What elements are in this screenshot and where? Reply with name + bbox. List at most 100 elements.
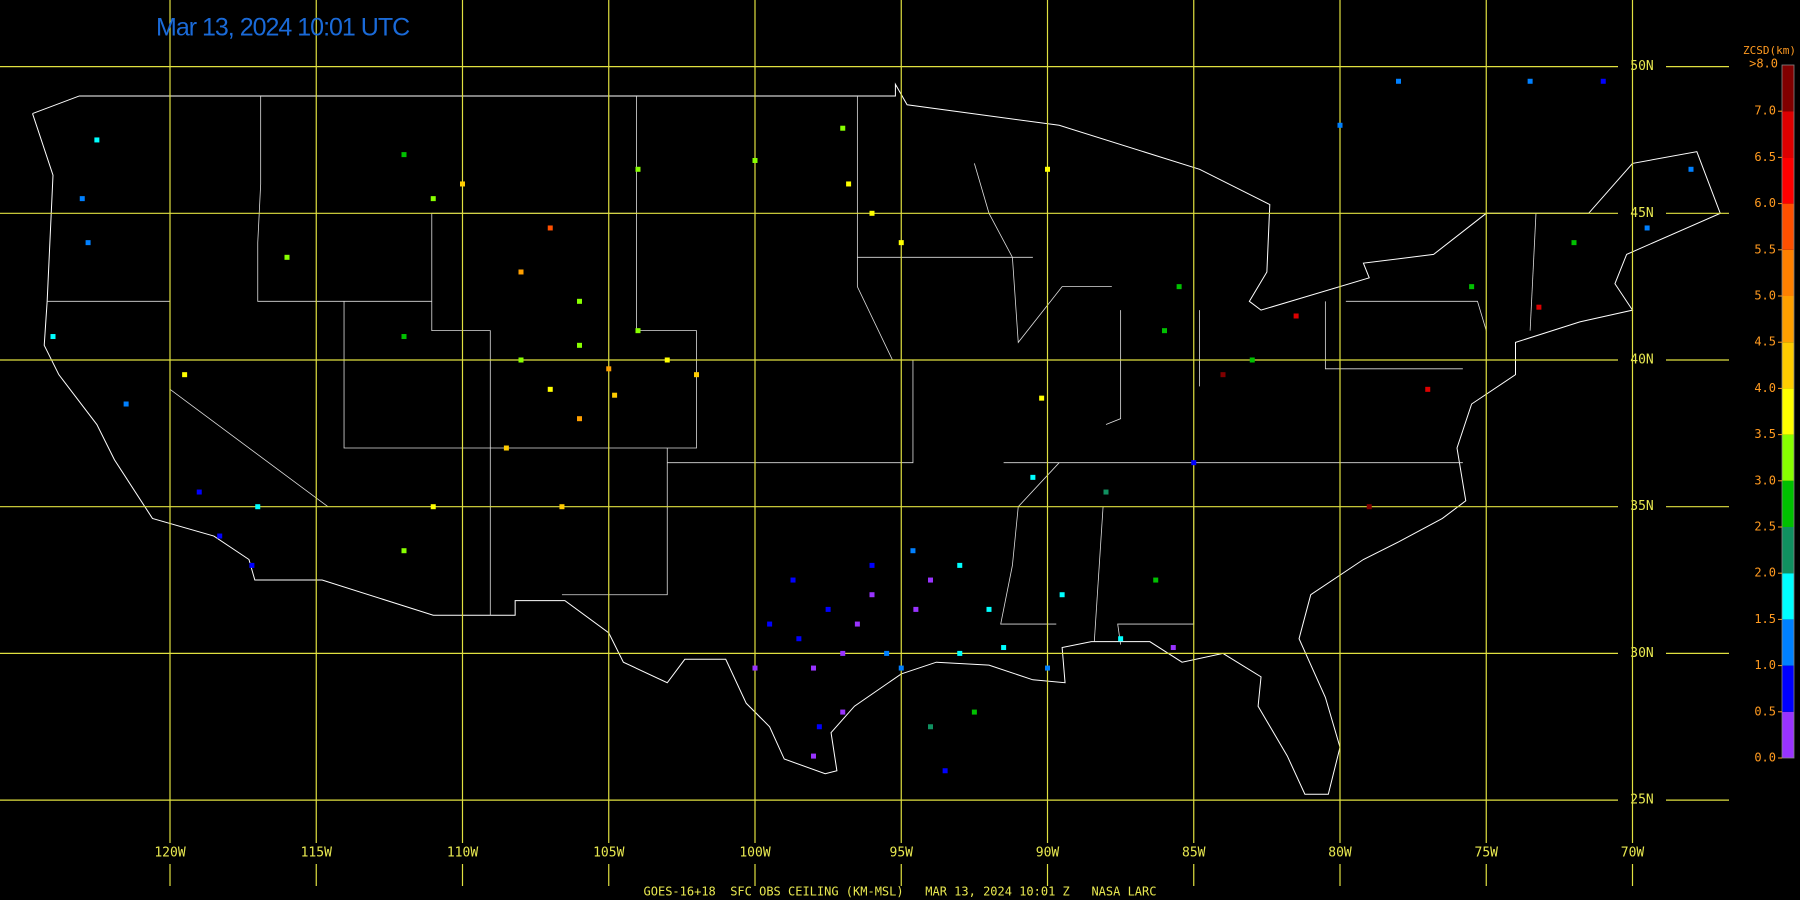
legend-tick-label: 3.0 (1754, 473, 1776, 487)
station-observation (255, 504, 261, 510)
station-observation (942, 768, 948, 774)
state-border (973, 163, 1112, 344)
legend-tick-label: 1.0 (1754, 658, 1776, 672)
color-band (1782, 157, 1794, 204)
legend: 0.0 0.5 1.0 1.5 2.0 2.5 3.0 3.5 4.0 4.5 5.0 5.5 6.0 6… (1743, 44, 1796, 765)
station-observation (1162, 328, 1167, 334)
station-observation (123, 401, 129, 407)
station-observation (796, 636, 802, 642)
longitude-label: 100W (739, 846, 770, 861)
station-observation (825, 606, 831, 612)
longitude-label: 75W (1475, 846, 1499, 861)
station-observation (1170, 645, 1176, 651)
color-band (1782, 480, 1794, 527)
longitude-label: 85W (1182, 846, 1206, 861)
station-observation (928, 724, 933, 730)
station-observation (79, 196, 85, 202)
station-observation (182, 372, 188, 378)
station-observation (1688, 166, 1694, 172)
station-observation (196, 489, 202, 495)
legend-title: ZCSD(km) (1743, 44, 1796, 57)
station-observation (752, 665, 758, 671)
station-observation (1118, 636, 1124, 642)
longitude-label: 105W (593, 846, 624, 861)
station-observation (1030, 474, 1036, 480)
graticule: 50N 45N 40N 35N 30N 25N 120W 115W 110W 105W 100W 95… (0, 0, 1729, 886)
station-observation (577, 416, 582, 422)
color-band (1782, 203, 1794, 250)
legend-tick-label: 6.0 (1754, 196, 1776, 210)
station-observation (1425, 386, 1431, 392)
state-border (47, 300, 329, 508)
legend-top-label: >8.0 (1749, 57, 1778, 71)
station-observation (664, 357, 670, 363)
station-observation (547, 386, 553, 392)
us-outline (32, 82, 1721, 795)
station-observation (1249, 357, 1255, 363)
station-observation (94, 137, 100, 143)
station-observation (606, 366, 612, 372)
station-observation (1176, 284, 1182, 290)
latitude-label: 45N (1630, 206, 1653, 221)
station-observation (1644, 225, 1650, 231)
station-observation (957, 650, 963, 656)
station-observation (401, 152, 407, 158)
state-border (431, 95, 697, 449)
color-band (1782, 111, 1794, 158)
legend-tick-label: 4.0 (1754, 381, 1776, 395)
station-observation (752, 157, 758, 163)
longitude-label: 80W (1328, 846, 1352, 861)
color-band (1782, 249, 1794, 296)
latitude-label: 25N (1630, 793, 1653, 808)
station-observation (1293, 313, 1299, 319)
state-border (1093, 506, 1104, 642)
station-observation (1366, 504, 1372, 510)
station-observation (1571, 240, 1577, 246)
station-observation (518, 357, 524, 363)
footer: GOES-16+18 SFC OBS CEILING (KM-MSL) MAR … (644, 885, 1157, 899)
station-observation (284, 254, 290, 260)
legend-tick-label: 2.5 (1754, 520, 1776, 534)
station-observation (1337, 122, 1343, 128)
station-observation (635, 166, 641, 172)
latitude-label: 35N (1630, 499, 1653, 514)
state-border (561, 448, 668, 596)
latitude-label: 40N (1630, 353, 1653, 368)
longitude-label: 90W (1036, 846, 1060, 861)
state-border (257, 95, 432, 302)
coastline (32, 82, 1721, 795)
longitude-label: 110W (447, 846, 478, 861)
state-border (343, 301, 491, 616)
map-title: Mar 13, 2024 10:01 UTC (156, 14, 410, 42)
station-observation (577, 342, 582, 348)
station-observation (811, 665, 816, 671)
legend-tick-label: 7.0 (1754, 104, 1776, 118)
state-border (755, 95, 894, 361)
legend-tick-label: 3.5 (1754, 427, 1776, 441)
station-observation (401, 334, 407, 340)
state-border (1000, 462, 1060, 625)
station-observation (460, 181, 465, 187)
station-observation (430, 504, 436, 510)
color-band (1782, 711, 1794, 758)
station-observation (816, 724, 822, 730)
station-observation (694, 372, 699, 378)
station-observation (1103, 489, 1109, 495)
station-observation (767, 621, 773, 627)
color-band (1782, 434, 1794, 481)
station-observation (612, 392, 618, 398)
station-observation (1045, 665, 1050, 671)
station-observation (50, 334, 56, 340)
station-observation (913, 606, 919, 612)
station-observation (1527, 78, 1533, 84)
station-observation (1001, 645, 1007, 651)
color-band (1782, 65, 1794, 112)
station-observation (249, 562, 255, 568)
colorbar-frame (1781, 64, 1795, 759)
color-band (1782, 573, 1794, 620)
state-border (1117, 506, 1195, 645)
station-observation (840, 650, 846, 656)
station-observation (1469, 284, 1475, 290)
station-observation (559, 504, 565, 510)
